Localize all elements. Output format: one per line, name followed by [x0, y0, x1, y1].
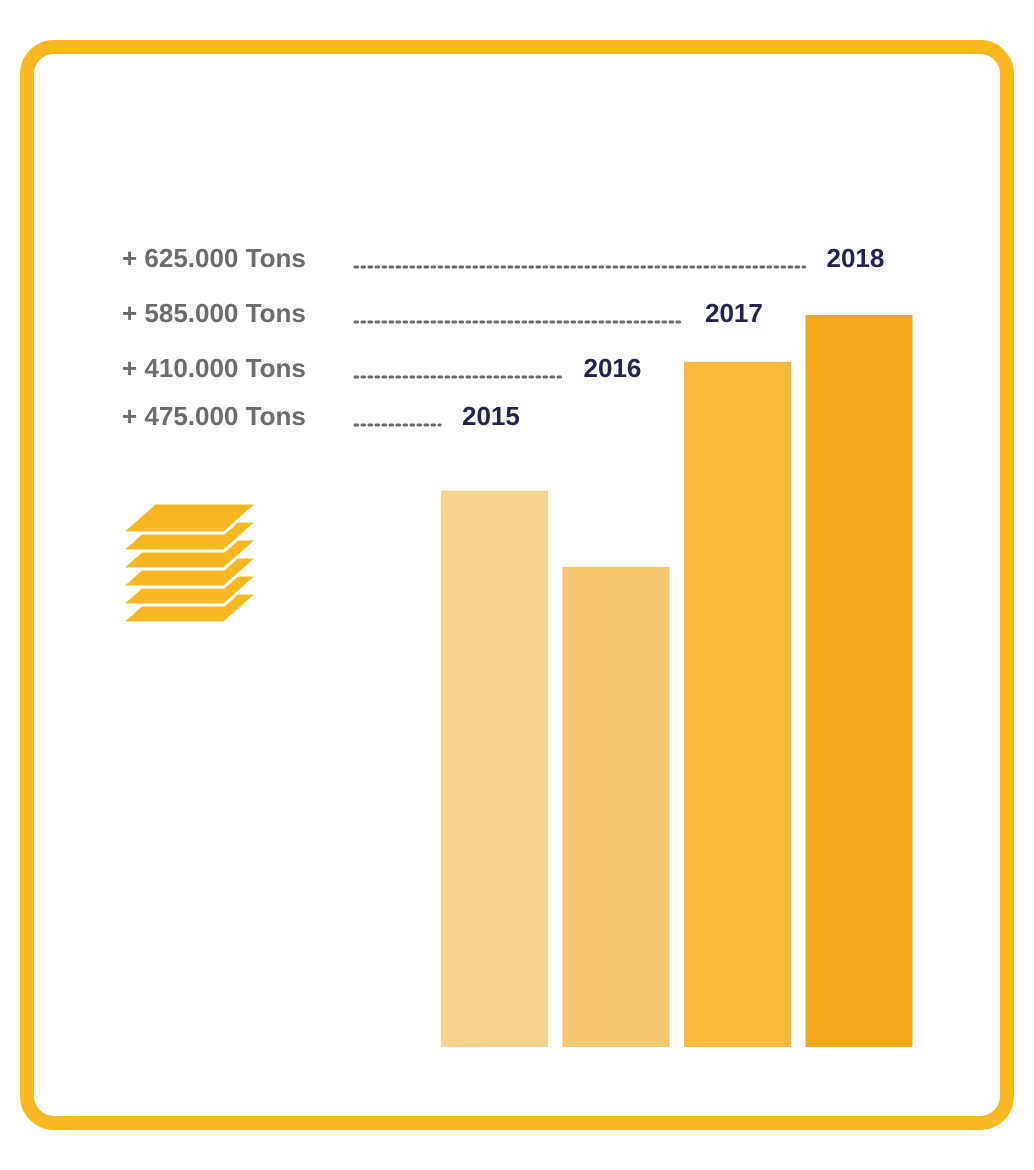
value-label-2016: + 410.000 Tons [122, 353, 306, 383]
year-label-2015: 2015 [462, 401, 520, 431]
year-label-2016: 2016 [584, 353, 642, 383]
stacked-sheets-icon [117, 501, 262, 625]
year-label-2017: 2017 [705, 298, 763, 328]
value-label-2015: + 475.000 Tons [122, 401, 306, 431]
year-label-2018: 2018 [827, 243, 885, 273]
bar-2016 [562, 566, 670, 1047]
bar-2018 [805, 315, 913, 1047]
leader-lines [353, 265, 806, 427]
bar-2015 [441, 490, 548, 1047]
bar-2017 [684, 361, 791, 1047]
sheet-layer [117, 501, 262, 535]
value-labels: + 475.000 Tons + 410.000 Tons + 585.000 To… [122, 243, 306, 431]
value-label-2018: + 625.000 Tons [122, 243, 306, 273]
year-labels: 2015 2016 2017 2018 [462, 243, 884, 431]
value-label-2017: + 585.000 Tons [122, 298, 306, 328]
bars [441, 315, 913, 1047]
